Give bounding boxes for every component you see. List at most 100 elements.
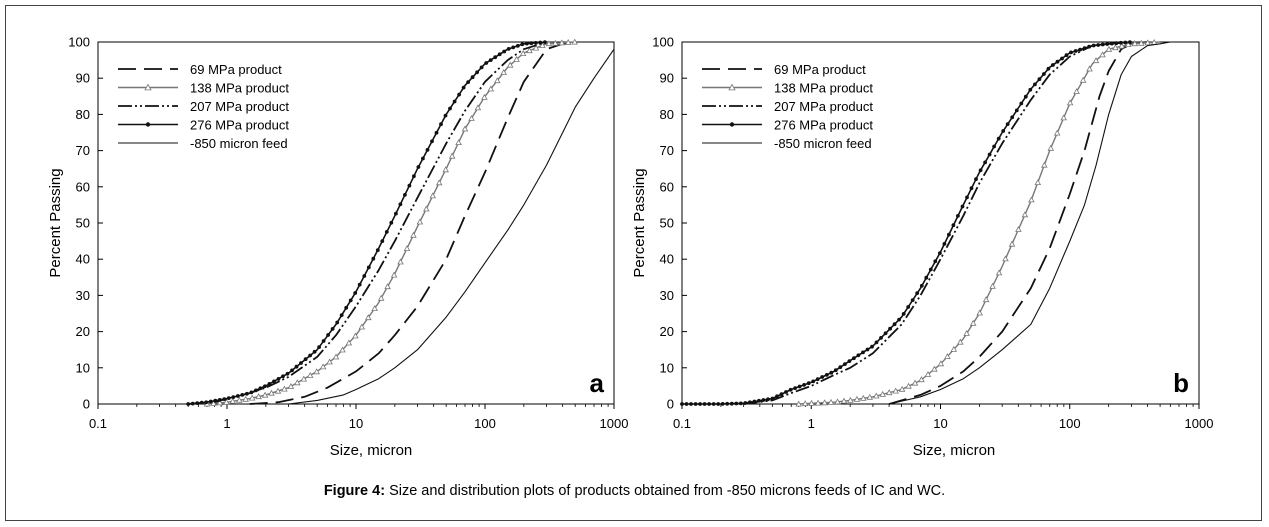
series-point: [797, 384, 802, 389]
y-tick-label: 70: [660, 143, 674, 158]
series-point: [1137, 39, 1145, 46]
series-point: [888, 326, 892, 331]
y-tick-label: 30: [660, 288, 674, 303]
series-point: [564, 38, 572, 45]
series-point: [1123, 40, 1128, 45]
series-line: [682, 41, 1132, 405]
series-point: [1105, 42, 1110, 46]
series-point: [366, 265, 371, 270]
series-point: [1100, 42, 1105, 47]
series-point: [377, 294, 385, 301]
series-point: [345, 339, 353, 346]
series-point: [240, 393, 245, 397]
series-point: [770, 396, 775, 401]
series-point: [901, 312, 906, 316]
series-point: [924, 275, 929, 280]
legend-label: -850 micron feed: [190, 136, 288, 151]
series-point: [306, 371, 314, 378]
series-point: [398, 202, 403, 207]
series-point: [229, 397, 237, 404]
series-point: [806, 381, 811, 386]
series-point: [272, 379, 276, 384]
series-point: [1034, 179, 1042, 185]
series-point: [808, 399, 815, 406]
series-point: [1092, 57, 1100, 64]
series-point: [978, 168, 983, 173]
series-point: [931, 365, 938, 372]
x-tick-label: 1000: [1185, 416, 1214, 431]
series-point: [416, 165, 421, 169]
series-point: [526, 47, 533, 54]
series-line: [743, 41, 1132, 405]
series-point: [766, 397, 770, 402]
series-point: [299, 361, 303, 365]
series-point: [506, 61, 514, 68]
figure-caption: Figure 4: Size and distribution plots of…: [0, 483, 1269, 499]
series-point: [847, 359, 852, 363]
y-tick-label: 60: [76, 179, 90, 194]
y-tick-label: 50: [660, 216, 674, 231]
series-point: [274, 387, 282, 394]
series-point: [865, 347, 870, 352]
series-point: [226, 396, 231, 400]
x-tick-label: 100: [1059, 416, 1081, 431]
series-point: [488, 58, 493, 62]
series-point: [960, 204, 965, 209]
series-point: [969, 186, 974, 191]
series-point: [885, 389, 893, 396]
series-point: [918, 376, 925, 383]
series-point: [711, 402, 716, 406]
series-point: [497, 52, 502, 57]
series-point: [558, 39, 566, 46]
series-point: [448, 152, 456, 159]
series-point: [249, 390, 254, 395]
series-point: [335, 320, 340, 325]
series-point: [761, 398, 766, 402]
series-point: [294, 379, 301, 386]
series-point: [216, 399, 224, 406]
legend-marker: [144, 83, 152, 91]
series-point: [996, 136, 1001, 141]
series-point: [976, 309, 983, 316]
series-point: [515, 44, 520, 48]
series-point: [470, 75, 475, 80]
series-point: [474, 104, 482, 111]
series-point: [784, 390, 788, 394]
series-point: [502, 49, 507, 54]
series-point: [421, 156, 425, 161]
y-tick-label: 20: [660, 324, 674, 339]
series-point: [1037, 77, 1042, 82]
series-point: [442, 166, 449, 173]
y-tick-label: 30: [76, 288, 90, 303]
series-point: [1014, 108, 1019, 113]
series-point: [1001, 129, 1006, 133]
series-point: [532, 44, 540, 51]
series-point: [358, 323, 366, 330]
series-point: [524, 41, 529, 46]
series-point: [829, 370, 834, 375]
chart-panel-a: 0 10 20 30 40 50 60 70 80 90 100 0.1 1 10 100 1000 Size,…: [47, 35, 628, 460]
plot-area-border: [97, 41, 615, 405]
series-point: [1060, 56, 1064, 61]
series-point: [210, 399, 217, 406]
series-point: [475, 70, 479, 75]
x-tick-label: 0.1: [89, 416, 107, 431]
y-axis-title: Percent Passing: [631, 168, 648, 277]
series-point: [494, 77, 501, 84]
series-point: [840, 397, 848, 404]
series-1: [888, 41, 1148, 405]
legend-marker: [145, 122, 151, 127]
series-point: [371, 304, 378, 311]
y-tick-label: 40: [76, 252, 90, 267]
series-point: [938, 251, 942, 256]
y-tick-label: 80: [76, 107, 90, 122]
series-point: [231, 395, 236, 399]
y-tick-label: 40: [660, 252, 674, 267]
series-point: [543, 40, 547, 44]
series-point: [957, 338, 964, 345]
caption-text: Size and distribution plots of products …: [385, 483, 946, 499]
y-axis-title: Percent Passing: [47, 168, 64, 277]
series-point: [223, 398, 230, 405]
series-point: [866, 393, 874, 400]
series-point: [416, 218, 424, 225]
